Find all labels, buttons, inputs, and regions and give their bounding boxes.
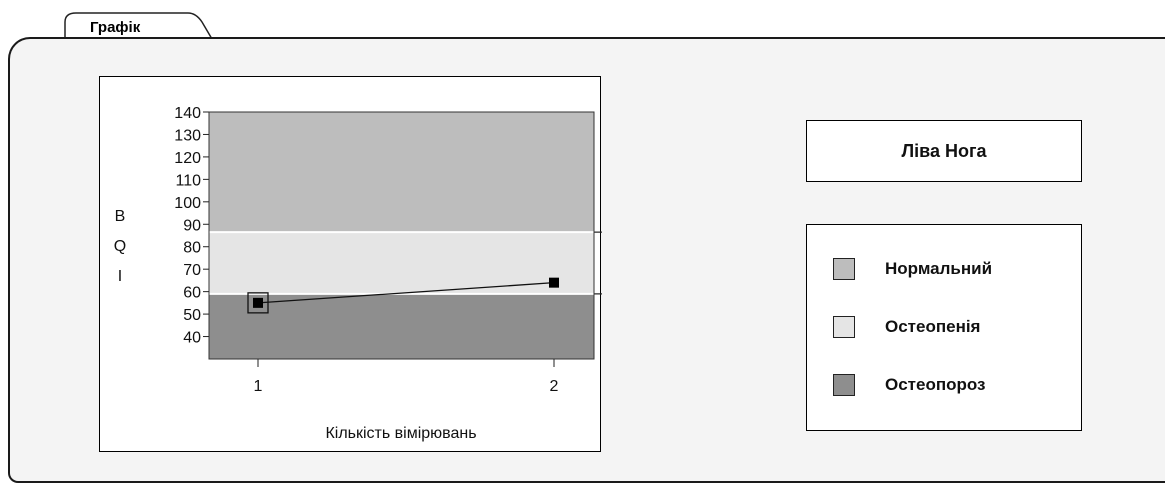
y-tick-label-120: 120 — [174, 150, 201, 167]
legend-swatch-normal — [833, 258, 855, 280]
y-axis-label-char-1: Q — [114, 238, 126, 255]
x-tick-label-1: 2 — [550, 378, 559, 395]
point-highlight-frame — [247, 292, 269, 314]
y-tick-label-90: 90 — [183, 217, 201, 234]
y-tick-label-60: 60 — [183, 285, 201, 302]
y-tick-label-130: 130 — [174, 127, 201, 144]
x-tick-label-0: 1 — [254, 378, 263, 395]
tab-label: Графік — [90, 19, 141, 36]
y-tick-label-110: 110 — [175, 172, 201, 189]
y-tick-label-70: 70 — [183, 262, 201, 279]
tab-shape — [64, 12, 213, 40]
chart-frame: -1.0-2.540506070809010011012013014012Кіл… — [99, 76, 602, 452]
y-tick-label-40: 40 — [183, 330, 201, 347]
legend-item-osteoporosis: Остеопороз — [833, 374, 1073, 398]
side-title: Ліва Нога — [901, 140, 987, 161]
x-axis-label: Кількість вімірювань — [325, 425, 476, 442]
zone-band-0 — [209, 293, 594, 359]
side-title-box: Ліва Нога — [806, 120, 1082, 182]
y-tick-label-100: 100 — [174, 195, 201, 212]
legend-swatch-osteoporosis — [833, 374, 855, 396]
zone-band-2 — [209, 112, 594, 233]
y-axis-label-char-0: B — [115, 208, 126, 225]
y-tick-label-80: 80 — [183, 240, 201, 257]
tab-grafik[interactable]: Графік — [64, 10, 214, 40]
legend-swatch-osteopenia — [833, 316, 855, 338]
legend: Нормальний Остеопенія Остеопороз — [806, 224, 1082, 431]
data-point-0 — [253, 297, 263, 308]
y-axis-label-char-2: I — [118, 268, 122, 285]
legend-label-normal: Нормальний — [885, 259, 993, 278]
legend-label-osteoporosis: Остеопороз — [885, 375, 986, 394]
chart: -1.0-2.540506070809010011012013014012Кіл… — [114, 105, 602, 442]
series-line — [257, 282, 555, 304]
plot-border — [208, 111, 595, 360]
data-point-1 — [549, 277, 559, 288]
y-tick-label-50: 50 — [183, 307, 201, 324]
legend-item-osteopenia: Остеопенія — [833, 316, 1073, 340]
y-tick-label-140: 140 — [174, 105, 201, 122]
legend-label-osteopenia: Остеопенія — [885, 317, 981, 336]
legend-item-normal: Нормальний — [833, 258, 1073, 282]
zone-band-1 — [209, 232, 594, 294]
